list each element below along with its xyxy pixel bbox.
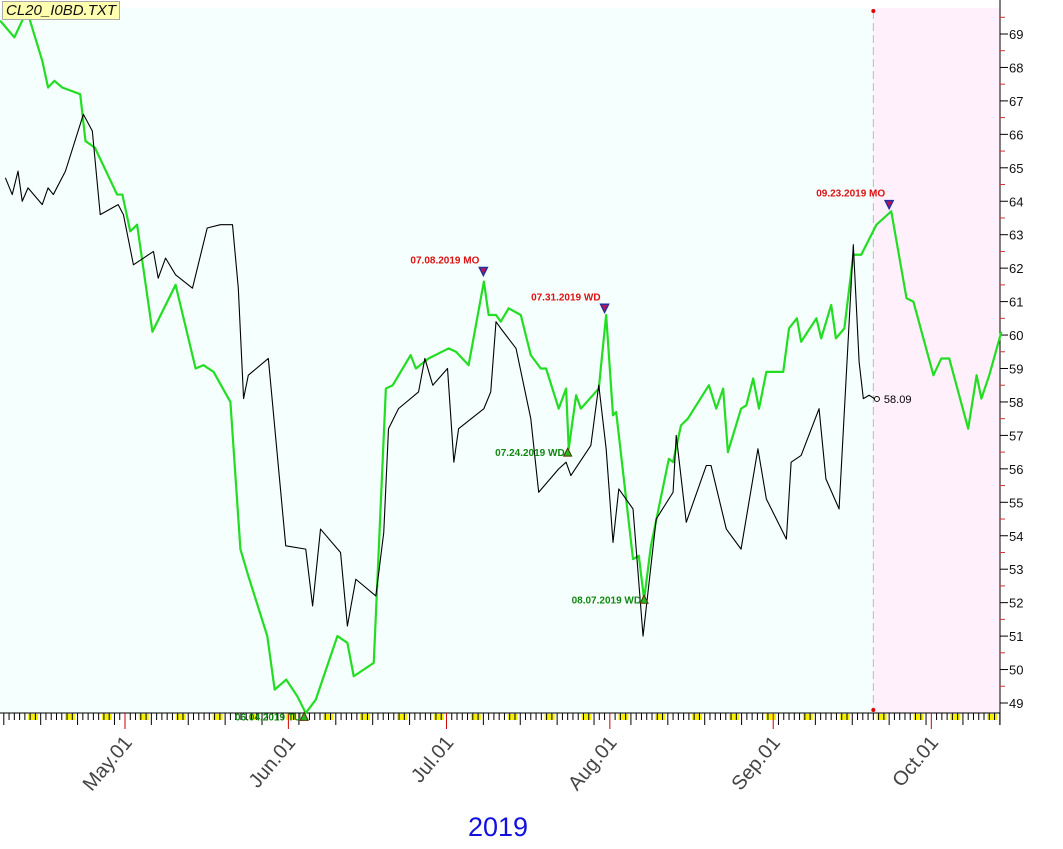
y-tick-label: 62 bbox=[1009, 261, 1023, 276]
y-tick-label: 56 bbox=[1009, 462, 1023, 477]
file-label: CL20_I0BD.TXT bbox=[2, 1, 121, 20]
weekend-marker bbox=[28, 714, 39, 720]
annotation-label: 08.07.2019 WD bbox=[572, 595, 642, 606]
weekend-marker bbox=[138, 714, 149, 720]
divider-bottom-marker bbox=[871, 708, 876, 712]
y-tick-label: 67 bbox=[1009, 94, 1023, 109]
weekend-marker bbox=[913, 714, 924, 720]
x-tick-label: Jul.01 bbox=[407, 732, 458, 787]
weekend-marker bbox=[249, 714, 260, 720]
weekend-marker bbox=[323, 714, 334, 720]
series-black-line bbox=[4, 113, 876, 637]
last-value-marker bbox=[873, 395, 880, 402]
weekend-marker bbox=[175, 714, 186, 720]
y-tick-label: 59 bbox=[1009, 362, 1023, 377]
x-tick-label: Sep.01 bbox=[727, 732, 785, 795]
y-tick-label: 58 bbox=[1009, 395, 1023, 410]
weekend-marker bbox=[802, 714, 813, 720]
weekend-marker bbox=[101, 714, 112, 720]
weekend-marker bbox=[876, 714, 887, 720]
y-tick-label: 50 bbox=[1009, 663, 1023, 678]
annotation-label: 09.23.2019 MO bbox=[816, 189, 885, 200]
y-tick-label: 54 bbox=[1009, 529, 1023, 544]
y-tick-label: 52 bbox=[1009, 596, 1023, 611]
up-arrow-icon bbox=[299, 711, 309, 721]
y-tick-label: 65 bbox=[1009, 161, 1023, 176]
future-background bbox=[873, 8, 1000, 713]
weekend-marker bbox=[729, 714, 740, 720]
divider-top-marker bbox=[871, 9, 876, 13]
y-tick-label: 63 bbox=[1009, 228, 1023, 243]
down-arrow-icon bbox=[599, 303, 610, 314]
weekend-marker bbox=[360, 714, 371, 720]
y-tick-label: 68 bbox=[1009, 60, 1023, 75]
series-green-line bbox=[0, 9, 1003, 715]
weekend-marker bbox=[655, 714, 666, 720]
weekend-marker bbox=[65, 714, 76, 720]
weekend-marker bbox=[433, 714, 444, 720]
y-tick-label: 60 bbox=[1009, 328, 1023, 343]
weekend-marker bbox=[618, 714, 629, 720]
up-arrow-icon bbox=[639, 594, 649, 604]
annotation-label: 07.08.2019 MO bbox=[410, 255, 479, 266]
year-label: 2019 bbox=[468, 812, 529, 842]
y-tick-label: 57 bbox=[1009, 428, 1023, 443]
plot-background bbox=[0, 8, 874, 713]
weekend-marker bbox=[507, 714, 518, 720]
annotation-label: 06.04.2019 TU bbox=[235, 712, 301, 723]
weekend-marker bbox=[692, 714, 703, 720]
y-tick-label: 69 bbox=[1009, 27, 1023, 42]
y-tick-label: 51 bbox=[1009, 629, 1023, 644]
y-tick-label: 53 bbox=[1009, 562, 1023, 577]
x-tick-label: May.01 bbox=[79, 732, 137, 795]
weekend-marker bbox=[397, 714, 408, 720]
weekend-marker bbox=[286, 714, 297, 720]
y-tick-label: 64 bbox=[1009, 194, 1023, 209]
x-tick-label: Aug.01 bbox=[564, 732, 622, 795]
y-tick-label: 66 bbox=[1009, 127, 1023, 142]
weekend-marker bbox=[544, 714, 555, 720]
x-tick-label: Jun.01 bbox=[245, 732, 300, 792]
weekend-marker bbox=[212, 714, 223, 720]
annotation-label: 07.24.2019 WD bbox=[495, 448, 565, 459]
weekend-marker bbox=[839, 714, 850, 720]
weekend-marker bbox=[470, 714, 481, 720]
x-tick-label: Oct.01 bbox=[888, 732, 943, 791]
y-tick-label: 55 bbox=[1009, 495, 1023, 510]
weekend-marker bbox=[581, 714, 592, 720]
y-tick-label: 61 bbox=[1009, 295, 1023, 310]
up-arrow-icon bbox=[562, 447, 573, 457]
annotation-label: 07.31.2019 WD bbox=[531, 292, 601, 303]
y-tick-label: 49 bbox=[1009, 696, 1023, 711]
down-arrow-icon bbox=[478, 266, 489, 278]
down-arrow-icon bbox=[883, 199, 895, 211]
weekend-marker bbox=[987, 714, 998, 720]
weekend-marker bbox=[765, 714, 776, 720]
last-value-label: 58.09 bbox=[884, 394, 912, 406]
weekend-marker bbox=[950, 714, 961, 720]
